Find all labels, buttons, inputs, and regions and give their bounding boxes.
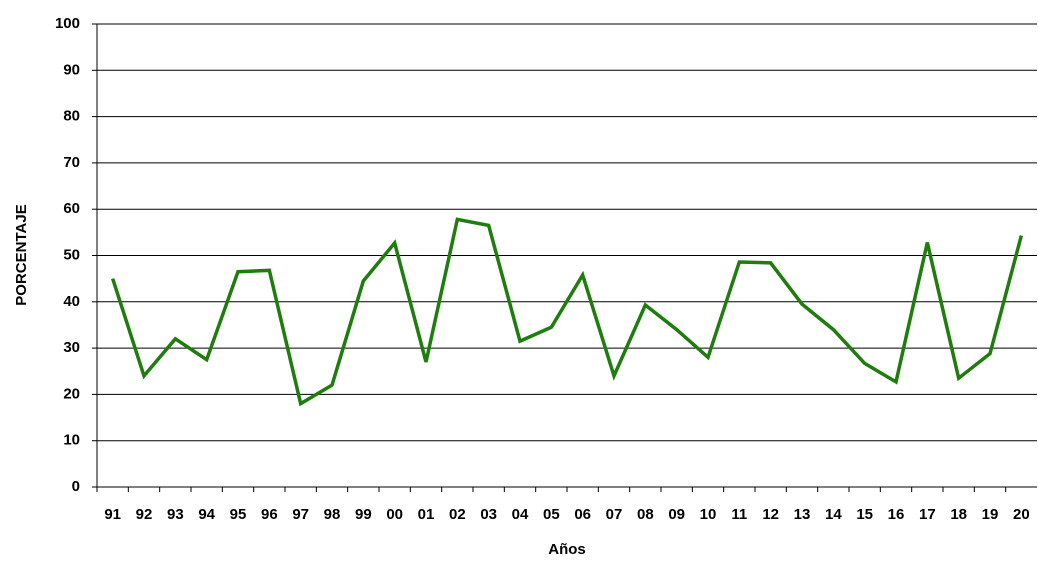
y-tick-label: 30 [63, 339, 80, 356]
y-tick-label: 90 [63, 61, 80, 78]
x-tick-label: 95 [230, 506, 247, 523]
x-axis-label: Años [548, 541, 586, 558]
x-tick-label: 96 [261, 506, 278, 523]
x-tick-label: 91 [104, 506, 121, 523]
x-tick-label: 93 [167, 506, 184, 523]
y-tick-label: 70 [63, 154, 80, 171]
x-tick-label: 01 [418, 506, 435, 523]
x-tick-label: 08 [637, 506, 654, 523]
x-tick-label: 02 [449, 506, 466, 523]
y-tick-label: 0 [72, 478, 80, 495]
y-tick-label: 10 [63, 432, 80, 449]
y-tick-label: 60 [63, 200, 80, 217]
x-tick-label: 05 [543, 506, 560, 523]
x-tick-label: 06 [574, 506, 591, 523]
x-tick-label: 03 [480, 506, 497, 523]
y-tick-label: 20 [63, 385, 80, 402]
x-tick-label: 20 [1013, 506, 1030, 523]
y-tick-label: 50 [63, 246, 80, 263]
y-axis-label: PORCENTAJE [13, 204, 30, 305]
x-tick-label: 07 [606, 506, 623, 523]
x-tick-label: 12 [762, 506, 779, 523]
x-tick-label: 97 [292, 506, 309, 523]
x-tick-label: 04 [512, 506, 529, 523]
x-tick-label: 14 [825, 506, 842, 523]
x-tick-label: 98 [324, 506, 341, 523]
x-tick-label: 16 [888, 506, 905, 523]
x-tick-label: 94 [198, 506, 215, 523]
y-tick-label: 100 [55, 15, 80, 32]
x-tick-label: 10 [700, 506, 717, 523]
x-tick-label: 13 [794, 506, 811, 523]
x-tick-label: 11 [731, 506, 747, 523]
x-tick-label: 18 [950, 506, 967, 523]
y-tick-label: 40 [63, 293, 80, 310]
x-tick-label: 17 [919, 506, 936, 523]
line-series [111, 217, 1024, 407]
x-tick-label: 09 [668, 506, 685, 523]
x-tick-label: 15 [856, 506, 873, 523]
y-tick-label: 80 [63, 108, 80, 125]
x-tick-label: 99 [355, 506, 372, 523]
x-tick-label: 19 [982, 506, 999, 523]
x-tick-label: 92 [136, 506, 153, 523]
x-tick-label: 00 [386, 506, 403, 523]
